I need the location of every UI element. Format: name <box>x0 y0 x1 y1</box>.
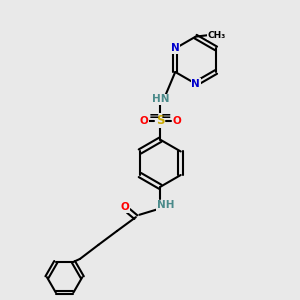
Text: O: O <box>172 116 181 126</box>
Text: CH₃: CH₃ <box>208 31 226 40</box>
Text: =: = <box>149 110 160 123</box>
Text: O: O <box>140 116 148 126</box>
Text: N: N <box>191 79 200 89</box>
Text: O: O <box>121 202 129 212</box>
Text: NH: NH <box>157 200 174 210</box>
Text: =: = <box>161 110 172 123</box>
Text: HN: HN <box>152 94 169 104</box>
Text: N: N <box>171 44 180 53</box>
Text: S: S <box>156 114 165 127</box>
